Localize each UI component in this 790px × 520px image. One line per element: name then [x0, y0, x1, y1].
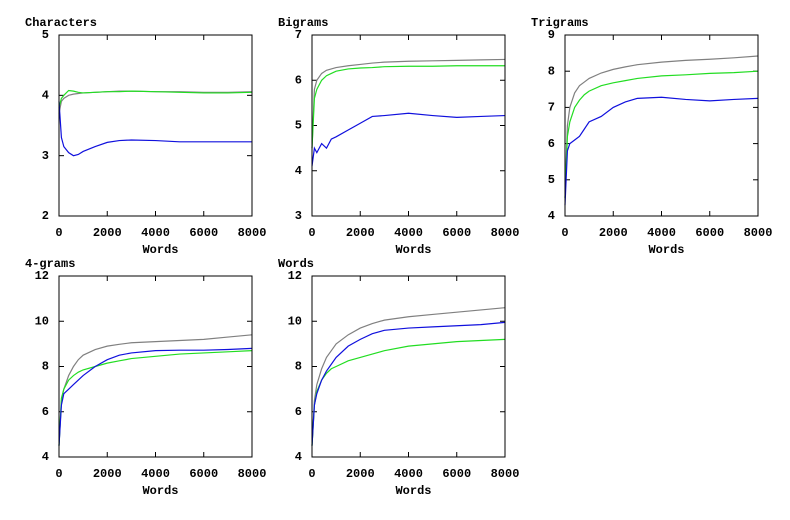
- y-tick-label: 6: [295, 73, 302, 87]
- plot-frame: [311, 275, 506, 458]
- y-tick-label: 2: [42, 209, 49, 223]
- series-line: [311, 58, 506, 149]
- y-tick-label: 8: [295, 360, 302, 374]
- subplot: Words Words 0 2000 4000 6000 8000 4 6 8 10 12: [278, 257, 519, 498]
- x-tick-label: 2000: [346, 226, 375, 240]
- x-axis-label: Words: [142, 243, 178, 257]
- series-line: [311, 65, 505, 149]
- x-axis-label: Words: [648, 243, 684, 257]
- y-tick-label: 5: [42, 28, 49, 42]
- x-tick-label: 4000: [647, 226, 676, 240]
- y-tick-label: 3: [42, 149, 49, 163]
- x-axis-label: Words: [395, 484, 431, 498]
- x-tick-label: 4000: [394, 467, 423, 481]
- series-line: [311, 338, 506, 446]
- x-tick-label: 6000: [442, 467, 471, 481]
- y-tick-label: 8: [42, 360, 49, 374]
- plot-frame: [58, 34, 253, 217]
- x-axis-label: Words: [142, 484, 178, 498]
- x-tick-label: 2000: [93, 467, 122, 481]
- x-tick-label: 0: [55, 226, 62, 240]
- y-tick-label: 4: [42, 450, 49, 464]
- series-line: [311, 321, 506, 446]
- y-tick-label: 6: [548, 137, 555, 151]
- y-tick-label: 4: [295, 164, 302, 178]
- y-tick-label: 5: [548, 173, 555, 187]
- plot-frame: [58, 275, 253, 458]
- series-line: [564, 96, 759, 206]
- y-tick-label: 8: [548, 64, 555, 78]
- x-tick-label: 2000: [93, 226, 122, 240]
- series-line: [311, 112, 506, 167]
- x-tick-label: 6000: [442, 226, 471, 240]
- y-tick-label: 9: [548, 28, 555, 42]
- y-tick-label: 5: [295, 119, 302, 133]
- subplot: Bigrams Words 0 2000 4000 6000 8000 3 4 5 6 7: [278, 16, 519, 257]
- series-line: [564, 70, 759, 198]
- subplot-title: Characters: [25, 16, 97, 30]
- subplot: 4-grams Words 0 2000 4000 6000 8000 4 6 8 10 12: [25, 257, 266, 498]
- plot-frame: [311, 34, 506, 217]
- y-tick-label: 3: [295, 209, 302, 223]
- x-tick-label: 6000: [189, 226, 218, 240]
- x-tick-label: 2000: [346, 467, 375, 481]
- series-line: [58, 90, 253, 114]
- series-line: [58, 89, 253, 108]
- y-tick-label: 7: [548, 101, 555, 115]
- y-tick-label: 4: [548, 209, 555, 223]
- y-tick-label: 4: [42, 89, 49, 103]
- x-tick-label: 4000: [394, 226, 423, 240]
- subplot: Characters Words 0 2000 4000 6000 8000 2 3 4 5: [25, 16, 266, 257]
- y-tick-label: 6: [42, 405, 49, 419]
- x-tick-label: 8000: [238, 467, 267, 481]
- x-tick-label: 0: [561, 226, 568, 240]
- subplot-title: Words: [278, 257, 314, 271]
- series-line: [311, 307, 506, 446]
- y-tick-label: 10: [35, 314, 49, 328]
- series-line: [58, 101, 252, 157]
- y-tick-label: 12: [288, 269, 302, 283]
- x-tick-label: 6000: [695, 226, 724, 240]
- x-tick-label: 4000: [141, 226, 170, 240]
- y-tick-label: 4: [295, 450, 302, 464]
- x-tick-label: 0: [55, 467, 62, 481]
- x-tick-label: 0: [308, 467, 315, 481]
- series-line: [58, 350, 253, 446]
- x-tick-label: 4000: [141, 467, 170, 481]
- y-tick-label: 6: [295, 405, 302, 419]
- y-tick-label: 10: [288, 314, 302, 328]
- y-tick-label: 12: [35, 269, 49, 283]
- series-line: [564, 55, 759, 198]
- subplot-title: Bigrams: [278, 16, 328, 30]
- subplot-title: 4-grams: [25, 257, 75, 271]
- x-tick-label: 2000: [599, 226, 628, 240]
- series-line: [58, 347, 253, 446]
- x-tick-label: 8000: [491, 467, 520, 481]
- subplot-title: Trigrams: [531, 16, 589, 30]
- x-tick-label: 6000: [189, 467, 218, 481]
- x-tick-label: 8000: [238, 226, 267, 240]
- x-tick-label: 8000: [491, 226, 520, 240]
- plot-frame: [564, 34, 759, 217]
- y-tick-label: 7: [295, 28, 302, 42]
- x-tick-label: 0: [308, 226, 315, 240]
- subplot: Trigrams Words 0 2000 4000 6000 8000 4 5 6 7 8 9: [531, 16, 772, 257]
- x-tick-label: 8000: [744, 226, 773, 240]
- x-axis-label: Words: [395, 243, 431, 257]
- series-line: [58, 334, 253, 446]
